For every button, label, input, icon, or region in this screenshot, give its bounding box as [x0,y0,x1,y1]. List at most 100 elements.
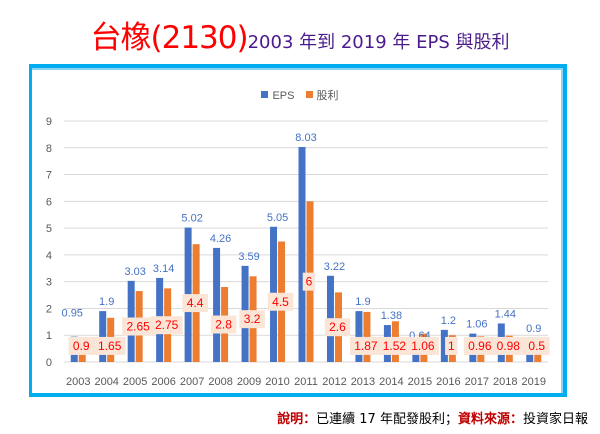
bar-eps [99,311,107,362]
legend-label-eps: EPS [272,90,295,102]
data-label-eps: 5.02 [181,213,202,225]
source-text: 投資家日報 [522,412,588,427]
y-axis-ticks: 0 1 2 3 4 5 6 7 8 9 [46,116,52,369]
y-tick-label: 6 [46,196,52,208]
data-label-dividend: 0.96 [468,339,492,353]
data-label-dividend-bg [182,294,208,313]
x-tick-label: 2013 [351,376,375,388]
data-label-eps: 1.44 [495,308,516,320]
y-tick-label: 0 [46,357,52,369]
data-label-dividend-bg [492,336,525,355]
footer-note: 說明：已連續 17 年配發股利；資料來源：投資家日報 [277,408,588,427]
data-label-dividend-bg [150,316,183,335]
data-label-eps: 3.03 [124,266,145,278]
data-label-dividend: 1.87 [354,339,378,353]
bar-eps [213,247,221,362]
data-label-eps: 8.03 [295,132,316,144]
data-label-dividend: 1.06 [411,339,435,353]
x-tick-label: 2010 [265,376,289,388]
x-tick-label: 2018 [493,376,517,388]
data-label-eps: 1.2 [441,315,456,327]
data-label-dividend: 2.6 [329,320,346,334]
x-tick-label: 2016 [436,376,460,388]
x-tick-label: 2017 [465,376,489,388]
data-label-dividend-bg [302,272,316,291]
bar-eps [355,311,363,362]
y-tick-label: 5 [46,223,52,235]
data-label-dividend-bg [463,336,496,355]
legend: EPS 股利 [0,87,600,103]
data-label-dividend: 0.5 [528,339,545,353]
data-label-eps: 0.95 [62,307,83,319]
x-axis-ticks: 2003 2004 2005 2006 2007 2008 2009 2010 2011 2012… [66,376,546,388]
data-label-dividend: 4.5 [272,295,289,309]
legend-item-eps: EPS [261,90,294,102]
data-label-dividend-bg [406,336,439,355]
company-title: 台橡(2130) [90,20,249,56]
x-tick-label: 2012 [322,376,346,388]
y-tick-label: 7 [46,170,52,182]
legend-item-dividend: 股利 [305,87,339,103]
data-label-dividend: 2.75 [155,318,179,332]
y-tick-label: 8 [46,143,52,155]
source-label: 資料來源： [457,412,523,427]
data-label-eps: 1.38 [381,310,402,322]
data-label-dividend-bg [68,336,94,355]
data-label-dividend: 2.8 [215,318,232,332]
y-tick-label: 3 [46,277,52,289]
data-label-eps: 4.26 [210,233,231,245]
data-label-eps: 1.9 [99,296,114,308]
data-label-dividend: 1.65 [98,339,122,353]
data-label-dividend-bg [349,336,382,355]
x-tick-label: 2011 [294,376,318,388]
data-label-dividend: 4.4 [187,296,204,310]
data-label-dividend-bg [93,336,126,355]
y-tick-label: 4 [46,250,52,262]
data-label-dividend-bg [324,318,351,337]
x-tick-label: 2015 [408,376,432,388]
chart-title: 台橡(2130)2003 年到 2019 年 EPS 與股利 [0,12,600,57]
data-label-eps: 3.59 [238,251,259,263]
data-label-dividend: 1.52 [383,339,407,353]
y-tick-label: 1 [46,330,52,342]
data-label-dividend: 1 [448,339,455,353]
data-label-eps: 1.9 [355,296,370,308]
data-label-eps: 5.05 [267,212,288,224]
x-tick-label: 2007 [180,376,204,388]
chart-subtitle: 2003 年到 2019 年 EPS 與股利 [247,32,510,53]
bar-eps [440,329,448,362]
data-label-dividend: 2.65 [126,320,150,334]
note-text: 已連續 17 年配發股利； [316,412,458,427]
y-tick-label: 9 [46,116,52,128]
data-label-dividend-bg [524,336,550,355]
data-label-dividend-bg [210,315,237,334]
data-label-eps: 3.14 [153,263,174,275]
x-tick-label: 2014 [379,376,403,388]
data-label-eps: 0.9 [526,323,541,335]
x-tick-label: 2019 [522,376,546,388]
data-label-dividend: 3.2 [244,312,261,326]
data-label-eps: 3.22 [324,261,345,273]
x-tick-label: 2003 [66,376,90,388]
x-tick-label: 2009 [237,376,261,388]
legend-swatch-dividend [305,91,313,98]
data-label-dividend-bg [122,317,155,336]
data-label-dividend: 6 [306,275,313,289]
data-label-dividend-bg [445,336,458,355]
data-label-dividend-bg [378,336,411,355]
data-label-dividend-bg [267,292,294,311]
legend-label-dividend: 股利 [316,90,339,102]
legend-swatch-eps [261,91,269,98]
x-tick-label: 2004 [94,376,118,388]
data-label-dividend: 0.98 [497,339,521,353]
y-tick-label: 2 [46,303,52,315]
bar-eps [298,146,306,362]
note-label: 說明： [277,412,317,427]
data-labels: 0.95 1.9 3.03 3.14 5.02 4.26 3.59 5.05 8.03 3.22 1… [62,132,550,355]
data-label-eps: 1.06 [466,319,487,331]
x-tick-label: 2005 [123,376,147,388]
data-label-dividend: 0.9 [73,339,90,353]
bar-dividend [534,348,542,362]
data-label-dividend-bg [239,310,265,329]
